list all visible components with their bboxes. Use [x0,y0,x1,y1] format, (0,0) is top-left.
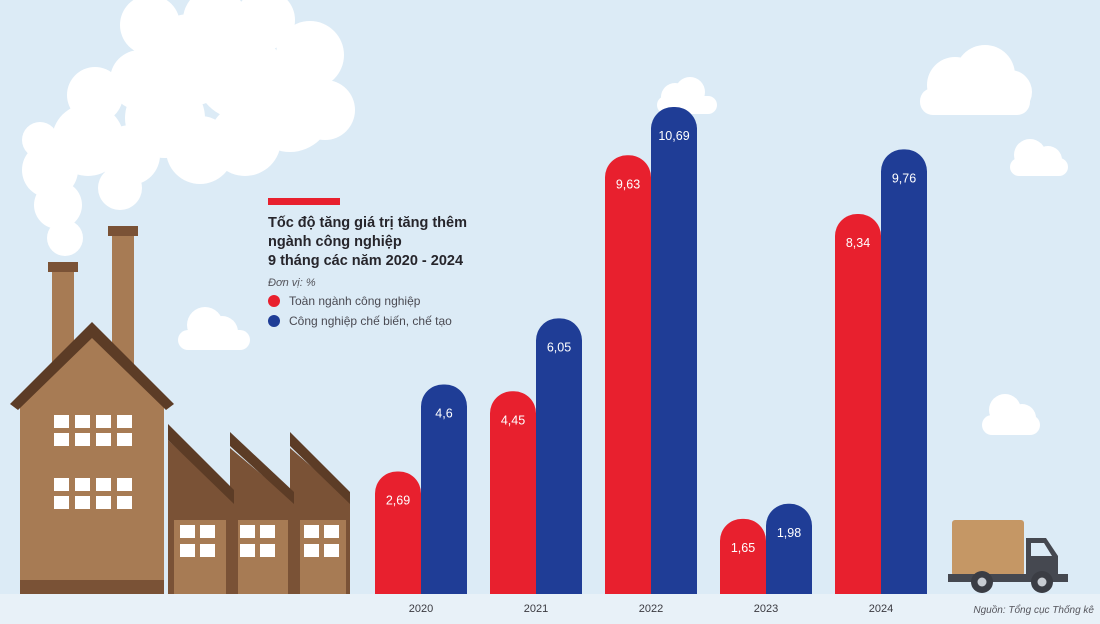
factory-windows [54,415,339,557]
factory-window [324,525,339,538]
bar-manufacturing-2023 [766,503,812,594]
factory-window [117,415,132,428]
factory-window [96,433,111,446]
cloud-icon [982,394,1040,435]
legend-item-total-industry: Toàn ngành công nghiệp [268,291,522,311]
x-axis-labels: 2020 2021 2022 2023 2024 [409,603,893,615]
bar-value-label: 4,45 [501,413,525,427]
x-tick-label: 2023 [754,603,778,615]
factory-window [75,415,90,428]
factory-window [180,544,195,557]
factory-window [304,544,319,557]
factory-window [200,544,215,557]
bar-total-industry-2020 [375,471,421,594]
bar-manufacturing-2022 [651,107,697,594]
bar-manufacturing-2021 [536,318,582,594]
factory-window [75,433,90,446]
ground [0,594,1100,624]
bar-total-industry-2023 [720,518,766,594]
title-accent-bar [268,198,340,205]
smoke-cloud [22,0,355,256]
factory-window [180,525,195,538]
chart-title-line-1: Tốc độ tăng giá trị tăng thêm [268,215,467,231]
factory-window [96,496,111,509]
factory-window [96,415,111,428]
factory-window [96,478,111,491]
bar-value-label: 9,63 [616,177,640,191]
x-tick-label: 2021 [524,603,548,615]
factory-window [75,478,90,491]
factory-window [240,525,255,538]
bar-value-label: 4,6 [435,406,452,420]
bar-value-label: 1,98 [777,526,801,540]
legend-label: Công nghiệp chế biến, chế tạo [289,314,452,328]
legend-item-manufacturing: Công nghiệp chế biến, chế tạo [268,311,522,331]
factory-window [117,433,132,446]
factory-window [54,478,69,491]
factory-window [200,525,215,538]
bar-value-label: 6,05 [547,340,571,354]
factory-window [240,544,255,557]
factory-window [304,525,319,538]
x-tick-label: 2024 [869,603,893,615]
legend-dot-red [268,295,280,307]
bar-total-industry-2024 [835,214,881,595]
factory-window [54,496,69,509]
x-tick-label: 2022 [639,603,663,615]
source-note: Nguồn: Tổng cục Thống kê [973,604,1094,616]
chart-title-line-3: 9 tháng các năm 2020 - 2024 [268,253,464,269]
bar-manufacturing-2024 [881,149,927,595]
chart-title-line-2: ngành công nghiệp [268,234,402,250]
truck-icon [948,520,1068,593]
x-tick-label: 2020 [409,603,433,615]
factory-window [260,544,275,557]
cloud-icon [178,307,250,350]
bar-chart: 2,69 4,6 4,45 6,05 9,63 10,69 1,65 1,98 8,34 9,76 [375,107,927,595]
chart-legend-block: Tốc độ tăng giá trị tăng thêm ngành công… [262,198,522,331]
cloud-icon [1010,139,1068,176]
factory-window [117,478,132,491]
unit-label: Đơn vị: % [268,277,316,289]
bar-manufacturing-2020 [421,384,467,594]
bar-value-label: 2,69 [386,493,410,507]
bar-value-label: 10,69 [658,129,689,143]
factory-window [324,544,339,557]
factory-window [54,415,69,428]
bar-value-label: 8,34 [846,236,870,250]
cloud-icon [920,45,1032,115]
factory-window [117,496,132,509]
factory-window [75,496,90,509]
bar-value-label: 9,76 [892,171,916,185]
factory-window [260,525,275,538]
factory-window [54,433,69,446]
legend-dot-blue [268,315,280,327]
bar-total-industry-2022 [605,155,651,595]
bar-value-label: 1,65 [731,541,755,555]
legend-label: Toàn ngành công nghiệp [289,294,421,308]
bar-total-industry-2021 [490,391,536,594]
